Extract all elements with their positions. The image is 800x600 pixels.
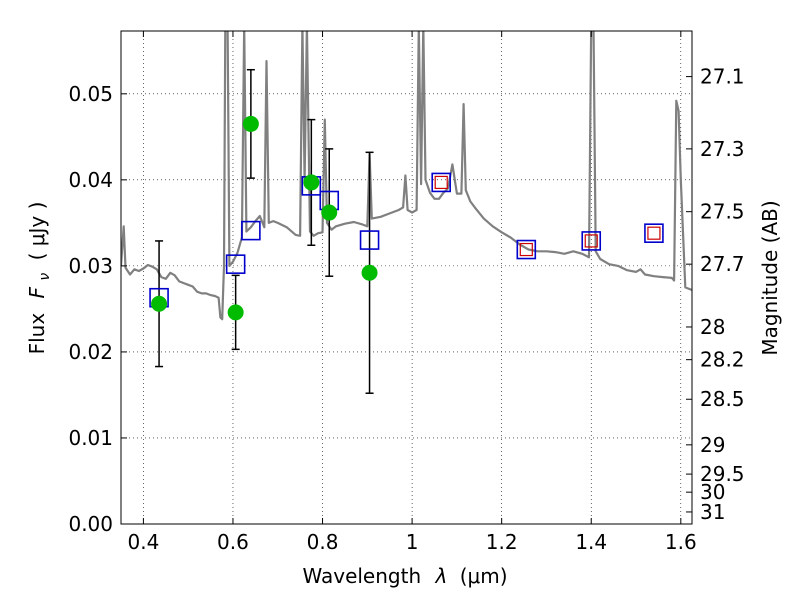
model-spectrum-line	[121, 31, 692, 321]
x-axis-title-symbol: λ	[435, 564, 448, 588]
y-tick-label: 0.05	[68, 82, 113, 106]
y2-tick-label: 28.5	[700, 387, 745, 411]
observed-point	[361, 264, 378, 281]
y2-tick-label: 29	[700, 433, 725, 457]
inner-photometry-square	[647, 226, 661, 240]
y2-tick-label: 28.2	[700, 348, 745, 372]
x-tick-label: 1.6	[665, 530, 697, 554]
x-tick-label: 1.4	[575, 530, 607, 554]
model-photometry-square	[241, 220, 261, 241]
x-axis-title: Wavelength λ (μm)	[302, 564, 507, 588]
plot-frame	[120, 30, 693, 525]
model-photometry-square	[359, 230, 380, 250]
y2-tick-label: 27.7	[700, 252, 745, 276]
y-tick-label: 0.03	[68, 254, 113, 278]
model-photometry-square	[225, 254, 246, 274]
axis-ticks: 0.4 0.6 0.8 1 1.2 1.4 1.6 0.00 0.01 0.02 0.03 0.04 0…	[68, 31, 745, 554]
y2-tick-label: 31	[700, 500, 725, 524]
inner-photometry-square	[434, 175, 448, 190]
y2-tick-label: 27.1	[700, 65, 745, 89]
grid-lines	[121, 31, 692, 524]
observed-point	[303, 174, 320, 191]
x-tick-label: 1	[406, 530, 419, 554]
y-tick-label: 0.02	[68, 340, 113, 364]
x-tick-label: 1.2	[486, 530, 518, 554]
y-axis-title-subscript: ν	[37, 273, 53, 281]
model-photometry-square	[431, 172, 452, 193]
y-tick-label: 0.00	[68, 512, 113, 536]
model-photometry-square	[516, 239, 537, 260]
y-axis-title-prefix: Flux	[25, 313, 49, 355]
x-axis-title-prefix: Wavelength	[302, 564, 421, 588]
x-tick-label: 0.8	[307, 530, 339, 554]
observed-point	[321, 204, 338, 221]
y-axis-title-symbol: F	[25, 286, 49, 298]
x-tick-label: 0.4	[127, 530, 159, 554]
observed-point	[151, 295, 168, 312]
y2-tick-label: 29.5	[700, 462, 745, 486]
y-tick-label: 0.01	[68, 426, 113, 450]
y2-tick-label: 30	[700, 480, 725, 504]
x-tick-label: 0.6	[217, 530, 249, 554]
model-photometry-square	[581, 231, 602, 251]
right-axis-title: Magnitude (AB)	[758, 200, 782, 355]
inner-photometry-square	[584, 234, 598, 248]
y-axis-title: Flux F ν ( μJy )	[25, 202, 54, 355]
observed-point	[227, 304, 244, 321]
y2-tick-label: 28	[700, 315, 725, 339]
y2-tick-label: 27.5	[700, 200, 745, 224]
x-axis-title-unit: (μm)	[460, 564, 508, 588]
model-photometry-square	[644, 223, 664, 243]
y-axis-title-unit: ( μJy )	[25, 202, 49, 261]
plot-area	[121, 31, 692, 394]
inner-photometry-square	[519, 242, 533, 257]
y-tick-label: 0.04	[68, 168, 113, 192]
observed-point	[242, 115, 259, 132]
y2-tick-label: 27.3	[700, 137, 745, 161]
